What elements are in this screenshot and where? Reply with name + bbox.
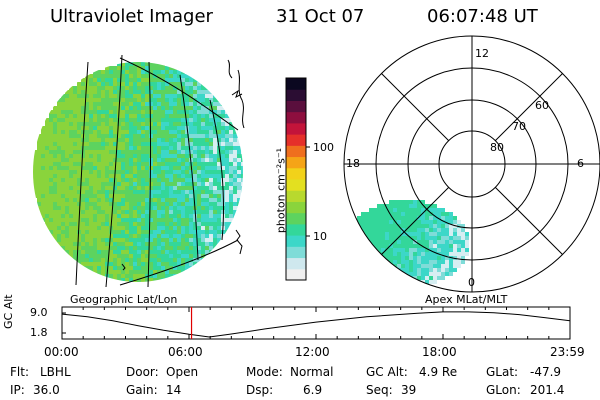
mlt-label-0: 0 <box>468 276 475 289</box>
colorbar-tick-100: 100 <box>313 141 334 154</box>
glon-label: GLon: <box>486 383 521 397</box>
door-value: Open <box>166 365 199 379</box>
geographic-label: Geographic Lat/Lon <box>70 293 178 306</box>
seq-label: Seq: <box>366 383 393 397</box>
seq-value: 39 <box>401 383 417 397</box>
apex-label: Apex MLat/MLT <box>425 293 508 306</box>
filter-value: LBHL <box>40 365 71 379</box>
lat-label-80: 80 <box>490 141 504 154</box>
mode-label: Mode: <box>246 365 283 379</box>
lat-label-70: 70 <box>512 120 526 133</box>
ip-value: 36.0 <box>33 383 60 397</box>
altitude-xtick-0600: 06:00 <box>168 345 203 359</box>
image-time: 06:07:48 UT <box>427 6 538 27</box>
filter-label: Flt: <box>10 365 29 379</box>
glon-value: 201.4 <box>530 383 565 397</box>
altitude-xtick-0000: 00:00 <box>44 345 79 359</box>
altitude-xtick-1800: 18:00 <box>422 345 457 359</box>
altitude-ylabel: GC Alt <box>2 294 15 329</box>
door-label: Door: <box>126 365 159 379</box>
colorbar-tick-10: 10 <box>313 230 327 243</box>
gain-label: Gain: <box>126 383 158 397</box>
altitude-ytick-low: 1.8 <box>30 326 48 339</box>
lat-label-60: 60 <box>535 99 549 112</box>
mlt-label-6: 6 <box>577 157 584 170</box>
image-title: Ultraviolet Imager <box>50 6 213 27</box>
gain-value: 14 <box>166 383 182 397</box>
glat-label: GLat: <box>486 365 519 379</box>
mode-value: Normal <box>290 365 334 379</box>
gcalt-label: GC Alt: <box>366 365 408 379</box>
image-date: 31 Oct 07 <box>276 6 365 27</box>
gcalt-value: 4.9 Re <box>419 365 458 379</box>
altitude-ytick-high: 9.0 <box>30 306 48 319</box>
altitude-xtick-1200: 12:00 <box>295 345 330 359</box>
mlt-label-12: 12 <box>475 47 489 60</box>
altitude-xtick-2359: 23:59 <box>550 345 585 359</box>
dsp-value: 6.9 <box>303 383 323 397</box>
glat-value: -47.9 <box>530 365 562 379</box>
ip-label: IP: <box>10 383 25 397</box>
dsp-label: Dsp: <box>246 383 274 397</box>
mlt-label-18: 18 <box>346 157 360 170</box>
